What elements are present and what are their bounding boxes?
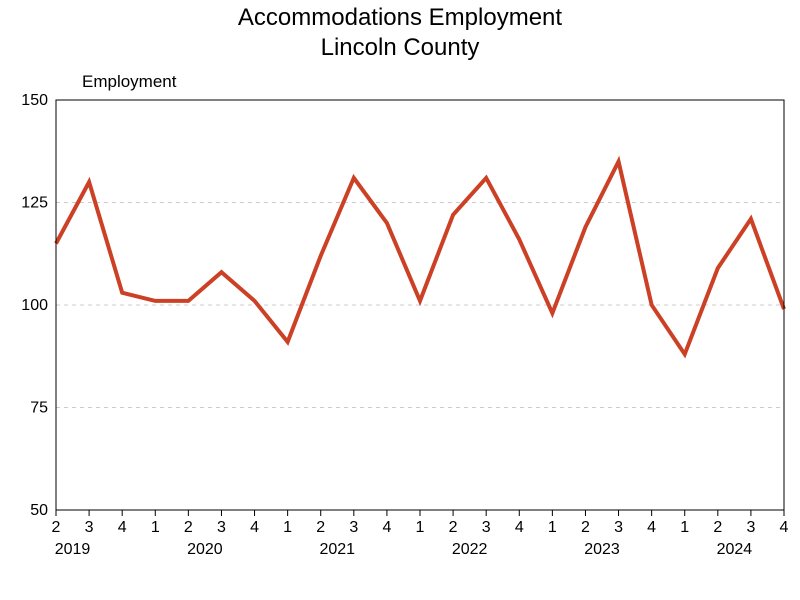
gridlines bbox=[56, 100, 784, 408]
svg-text:2019: 2019 bbox=[55, 541, 91, 558]
svg-text:125: 125 bbox=[21, 195, 48, 212]
svg-text:1: 1 bbox=[416, 519, 425, 536]
svg-text:3: 3 bbox=[482, 519, 491, 536]
svg-text:4: 4 bbox=[515, 519, 524, 536]
svg-text:3: 3 bbox=[746, 519, 755, 536]
svg-text:2022: 2022 bbox=[452, 541, 488, 558]
chart-svg: 50 75 100 125 150 2 3 4 1 2 3 4 1 2 3 4 1 2 3 4 1 2 3 4 1 2 3 4 20… bbox=[0, 0, 800, 600]
data-line bbox=[56, 162, 784, 355]
x-ticks bbox=[56, 510, 784, 516]
chart-container: Accommodations Employment Lincoln County… bbox=[0, 0, 800, 600]
svg-text:2021: 2021 bbox=[319, 541, 355, 558]
svg-text:4: 4 bbox=[780, 519, 789, 536]
svg-text:4: 4 bbox=[250, 519, 259, 536]
svg-text:1: 1 bbox=[151, 519, 160, 536]
svg-text:4: 4 bbox=[647, 519, 656, 536]
x-year-labels: 2019 2020 2021 2022 2023 2024 bbox=[55, 541, 753, 558]
svg-text:4: 4 bbox=[382, 519, 391, 536]
svg-text:1: 1 bbox=[283, 519, 292, 536]
svg-text:2024: 2024 bbox=[717, 541, 753, 558]
svg-text:75: 75 bbox=[30, 400, 48, 417]
svg-text:2: 2 bbox=[316, 519, 325, 536]
svg-text:3: 3 bbox=[614, 519, 623, 536]
svg-text:2: 2 bbox=[449, 519, 458, 536]
svg-text:2020: 2020 bbox=[187, 541, 223, 558]
svg-text:150: 150 bbox=[21, 92, 48, 109]
svg-text:100: 100 bbox=[21, 297, 48, 314]
svg-text:1: 1 bbox=[680, 519, 689, 536]
svg-text:2: 2 bbox=[52, 519, 61, 536]
svg-text:3: 3 bbox=[85, 519, 94, 536]
svg-text:1: 1 bbox=[548, 519, 557, 536]
x-quarter-labels: 2 3 4 1 2 3 4 1 2 3 4 1 2 3 4 1 2 3 4 1 2 3 4 bbox=[52, 519, 789, 536]
svg-text:3: 3 bbox=[217, 519, 226, 536]
svg-text:2023: 2023 bbox=[584, 541, 620, 558]
svg-text:2: 2 bbox=[713, 519, 722, 536]
svg-text:4: 4 bbox=[118, 519, 127, 536]
svg-text:3: 3 bbox=[349, 519, 358, 536]
y-tick-labels: 50 75 100 125 150 bbox=[21, 92, 48, 519]
svg-text:2: 2 bbox=[184, 519, 193, 536]
svg-text:50: 50 bbox=[30, 502, 48, 519]
svg-text:2: 2 bbox=[581, 519, 590, 536]
